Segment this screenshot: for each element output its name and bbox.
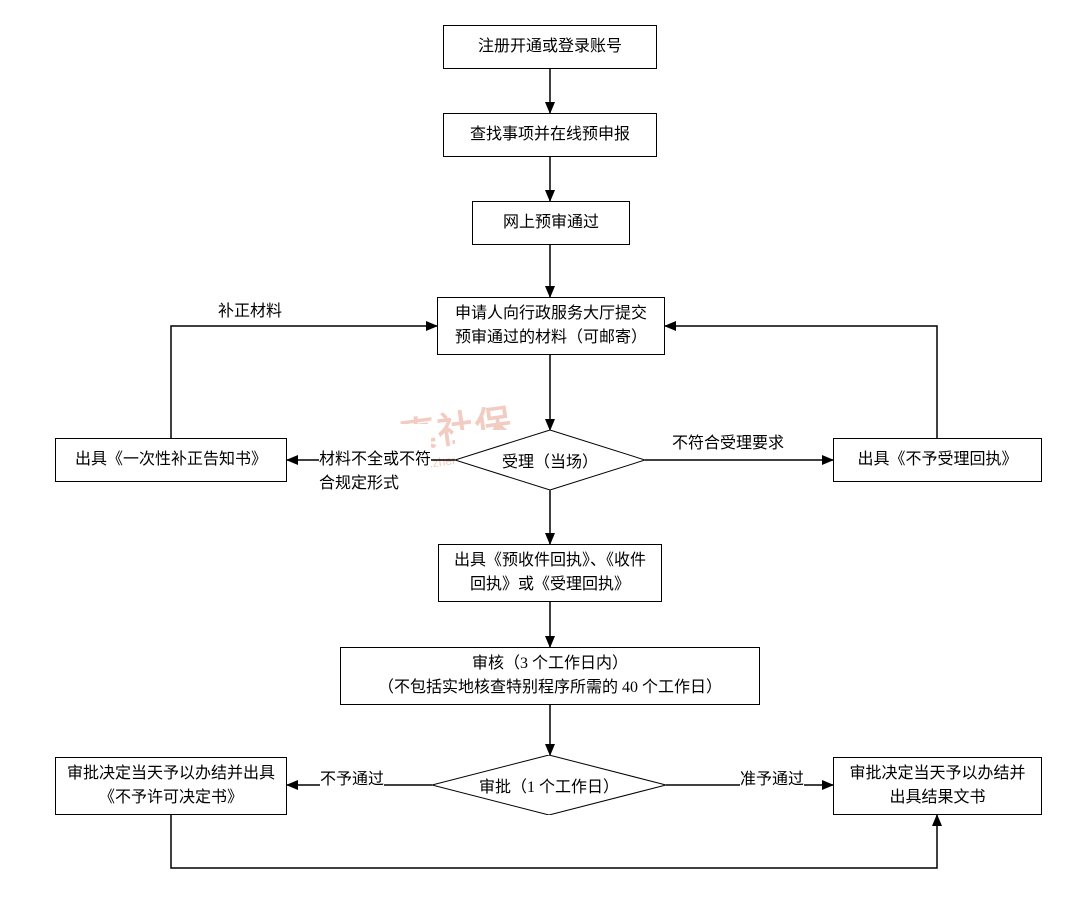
node-label: 注册开通或登录账号 [478,35,622,59]
node-review-3days: 审核（3 个工作日内） （不包括实地核查特别程序所需的 40 个工作日） [340,647,760,705]
edge-e11_4 [171,815,937,868]
edge-e6_4 [171,326,437,438]
edge-label-not-accepted: 不符合受理要求 [672,432,784,456]
node-rejection-receipt: 出具《不予受理回执》 [833,438,1042,482]
node-label: 出具《预收件回执》、《收件回执》或《受理回执》 [449,549,651,597]
node-correction-notice: 出具《一次性补正告知书》 [55,438,287,482]
edge-label-text: 补正材料 [218,303,282,320]
node-approval-decision: 审批（1 个工作日） [432,755,666,815]
node-submit-materials: 申请人向行政服务大厅提交预审通过的材料（可邮寄） [437,297,665,355]
edge-e7_4 [665,326,937,438]
node-label: 申请人向行政服务大厅提交预审通过的材料（可邮寄） [448,302,654,350]
node-label: 网上预审通过 [503,211,599,235]
node-label: 审批（1 个工作日） [479,773,619,797]
node-register-login: 注册开通或登录账号 [443,25,657,69]
edge-label-incomplete: 材料不全或不符 合规定形式 [319,424,431,496]
node-label: 审批决定当天予以办结并出具结果文书 [844,762,1031,810]
edge-label-text: 不予通过 [320,771,384,788]
edge-label-supplement: 补正材料 [218,300,282,324]
node-search-preapply: 查找事项并在线预申报 [443,113,657,157]
edge-label-approve: 准予通过 [740,768,804,792]
node-receipts-issued: 出具《预收件回执》、《收件回执》或《受理回执》 [438,544,662,602]
edge-label-text: 材料不全或不符 合规定形式 [319,451,431,492]
node-acceptance-decision: 受理（当场） [455,430,645,490]
node-label: 出具《不予受理回执》 [857,448,1017,472]
node-label: 审批决定当天予以办结并出具《不予许可决定书》 [66,762,276,810]
node-deny-decision: 审批决定当天予以办结并出具《不予许可决定书》 [55,757,287,815]
node-label: 出具《一次性补正告知书》 [75,448,267,472]
node-online-prereview-pass: 网上预审通过 [472,201,630,245]
node-label: 受理（当场） [502,448,598,472]
node-label: 查找事项并在线预申报 [470,123,630,147]
node-approve-result: 审批决定当天予以办结并出具结果文书 [833,757,1042,815]
edge-label-deny: 不予通过 [320,768,384,792]
node-label: 审核（3 个工作日内） （不包括实地核查特别程序所需的 40 个工作日） [378,652,722,700]
edge-label-text: 准予通过 [740,771,804,788]
edge-label-text: 不符合受理要求 [672,435,784,452]
